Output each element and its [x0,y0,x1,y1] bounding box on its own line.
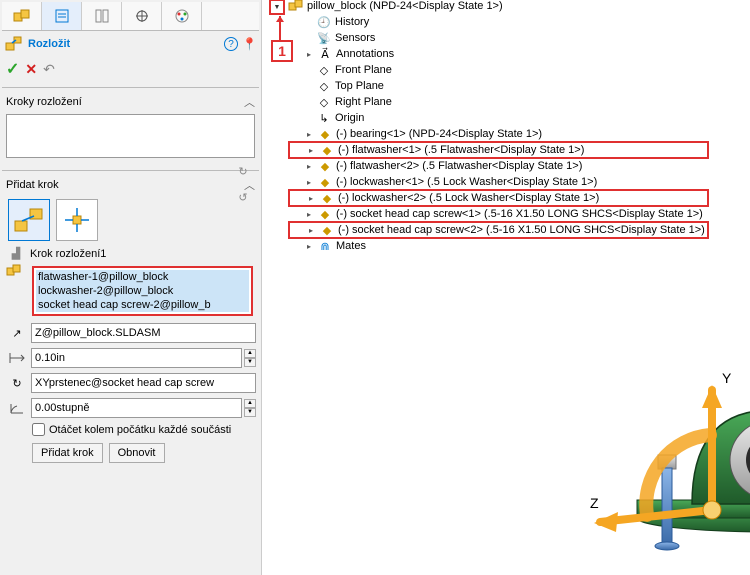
z-label: Z [590,495,599,511]
tab-assembly[interactable] [2,2,42,30]
add-step-button[interactable]: Přidat krok [32,443,103,463]
rotate-each-checkbox[interactable] [32,423,45,436]
model-viewport[interactable]: Y Z [592,360,750,570]
linear-explode-button[interactable] [8,199,50,241]
tab-properties[interactable] [42,2,82,30]
steps-label: Kroky rozložení [6,96,82,108]
ring-input[interactable] [31,373,256,393]
sel-item[interactable]: lockwasher-2@pillow_block [36,284,249,298]
plane-icon: ◇ [316,95,332,109]
part-icon: ◆ [317,207,333,221]
undo-button[interactable]: ↶ [43,61,55,78]
tree-tp[interactable]: Top Plane [335,80,384,92]
radial-explode-button[interactable] [56,199,98,241]
part-icon: ◆ [319,223,335,237]
tree-fw2[interactable]: (-) flatwasher<2> (.5 Flatwasher<Display… [336,160,582,172]
tree-lw2[interactable]: (-) lockwasher<2> (.5 Lock Washer<Displa… [338,192,599,204]
part-icon: ◆ [319,143,335,157]
plane-icon: ◇ [316,79,332,93]
annotations-icon: A⃗ [317,47,333,61]
add-step-label: Přidat krok [6,179,59,191]
assembly-icon [288,0,304,13]
sensors-icon: 📡 [316,31,332,45]
spin-down[interactable]: ▼ [244,408,256,417]
angle-icon [5,397,29,419]
expand-icon[interactable]: ▸ [304,162,314,171]
cancel-button[interactable]: ✕ [25,61,37,78]
distance-input[interactable] [31,348,242,368]
tree-history[interactable]: History [335,16,369,28]
expand-icon[interactable]: ▸ [304,242,314,251]
expand-icon[interactable]: ▸ [304,178,314,187]
section-chevron[interactable]: ︿ [244,94,255,110]
sel-item[interactable]: flatwasher-1@pillow_block [36,270,249,284]
rotation-axis-icon[interactable]: ↻ [5,372,29,394]
pin-icon[interactable]: 📍 [242,37,257,51]
plane-icon: ◇ [316,63,332,77]
tab-config[interactable] [82,2,122,30]
expand-icon[interactable]: ▸ [306,146,316,155]
help-icon[interactable]: ? [224,37,238,51]
expand-icon[interactable]: ▸ [304,130,314,139]
origin-icon: ↳ [316,111,332,125]
direction-icon[interactable]: ↗ [5,322,29,344]
callout-arrow [279,16,281,40]
component-icon [6,264,26,278]
axis-input[interactable] [31,323,256,343]
redo-step-icon[interactable]: ↺ [232,186,254,208]
tree-root[interactable]: pillow_block (NPD-24<Display State 1>) [307,0,503,12]
part-icon: ◆ [317,159,333,173]
part-icon: ◆ [319,191,335,205]
tree-origin[interactable]: Origin [335,112,364,124]
tree-mates[interactable]: Mates [336,240,366,252]
spin-down[interactable]: ▼ [244,358,256,367]
tree-sensors[interactable]: Sensors [335,32,375,44]
history-icon: 🕘 [316,15,332,29]
pm-title: Rozložit [28,38,220,50]
part-icon: ◆ [317,175,333,189]
step-icon: ▟ [6,247,26,260]
feature-tree: pillow_block (NPD-24<Display State 1>) 🕘… [288,0,709,254]
ok-button[interactable]: ✓ [6,59,19,79]
tree-sc1[interactable]: (-) socket head cap screw<1> (.5-16 X1.5… [336,208,703,220]
sel-item[interactable]: socket head cap screw-2@pillow_b [36,298,249,312]
expand-icon[interactable]: ▸ [306,194,316,203]
tree-sc2[interactable]: (-) socket head cap screw<2> (.5-16 X1.5… [338,224,705,236]
expand-icon[interactable]: ▸ [306,226,316,235]
explode-icon [4,35,24,53]
mates-icon: ⋒ [317,239,333,253]
undo-step-icon[interactable]: ↻ [232,160,254,182]
spin-up[interactable]: ▲ [244,399,256,408]
y-label: Y [722,370,731,386]
expand-icon[interactable]: ▸ [304,210,314,219]
expand-icon[interactable]: ▸ [304,50,314,59]
tab-dimxpert[interactable] [122,2,162,30]
panel-tabs [2,2,259,31]
distance-icon [5,347,29,369]
tree-lw1[interactable]: (-) lockwasher<1> (.5 Lock Washer<Displa… [336,176,597,188]
part-icon: ◆ [317,127,333,141]
tree-fp[interactable]: Front Plane [335,64,392,76]
spin-up[interactable]: ▲ [244,349,256,358]
tab-appearance[interactable] [162,2,202,30]
tree-bearing[interactable]: (-) bearing<1> (NPD-24<Display State 1>) [336,128,542,140]
selection-box[interactable]: flatwasher-1@pillow_block lockwasher-2@p… [32,266,253,316]
tree-anno[interactable]: Annotations [336,48,394,60]
step-name[interactable]: Krok rozložení1 [30,248,106,260]
rotate-each-label: Otáčet kolem počátku každé součásti [49,423,231,437]
steps-list[interactable] [6,114,255,158]
tree-rp[interactable]: Right Plane [335,96,392,108]
tree-fw1[interactable]: (-) flatwasher<1> (.5 Flatwasher<Display… [338,144,584,156]
reset-button[interactable]: Obnovit [109,443,165,463]
angle-input[interactable] [31,398,242,418]
